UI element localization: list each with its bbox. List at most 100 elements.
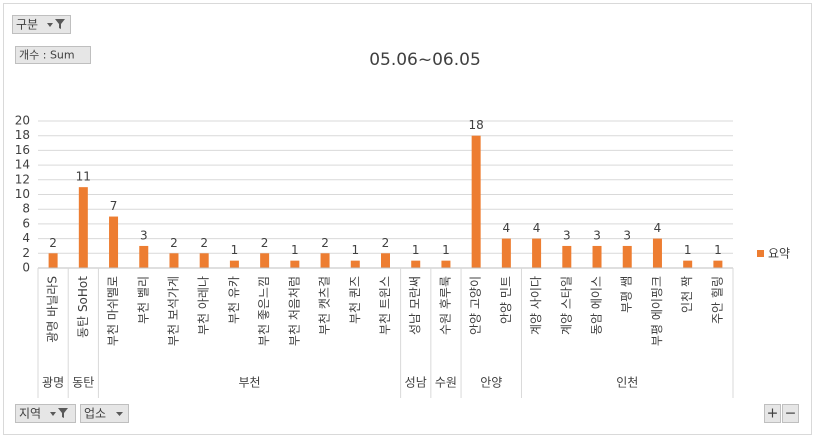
bar	[139, 245, 149, 268]
y-tick-label: 8	[22, 202, 30, 216]
button-label: 개수 : Sum	[19, 49, 75, 62]
legend-swatch	[757, 250, 764, 257]
value-label: 2	[200, 236, 208, 250]
value-label: 2	[321, 236, 329, 250]
x-tick-label: 부평 에이핑크	[650, 276, 664, 346]
filter-button[interactable]: 구분	[12, 15, 71, 34]
button-bg	[15, 46, 91, 64]
group-label: 광명	[42, 376, 64, 390]
value-label: 3	[563, 228, 571, 242]
bar	[109, 216, 119, 268]
value-label: 2	[382, 236, 390, 250]
value-label: 1	[442, 243, 450, 257]
x-tick-label: 안양 고양이	[469, 276, 483, 335]
bar	[411, 260, 421, 268]
value-label: 2	[49, 236, 57, 250]
y-tick-label: 18	[15, 128, 30, 142]
value-label: 1	[412, 243, 420, 257]
group-label: 인천	[616, 375, 638, 390]
x-tick-label: 부평 쌤	[620, 276, 634, 313]
y-tick-label: 2	[22, 246, 30, 260]
x-tick-label: 부천 마쉬멜로	[105, 276, 120, 346]
value-label: 4	[533, 221, 541, 235]
x-tick-label: 부천 캣츠걸	[317, 276, 332, 335]
value-label: 18	[469, 118, 484, 132]
x-tick-label: 부천 트윈스	[377, 276, 392, 335]
dropdown-icon	[116, 412, 123, 416]
button-label: 업소	[84, 407, 106, 421]
expand-button[interactable]: +	[764, 404, 781, 423]
x-tick-label: 부천 벨리	[135, 276, 150, 324]
group-label: 수원	[435, 376, 457, 390]
x-tick-label: 성남 모란써	[408, 276, 422, 335]
button-bg	[782, 404, 799, 423]
group-label: 동탄	[72, 376, 94, 390]
x-tick-label: 동탄 SoHot	[76, 276, 90, 338]
y-tick-label: 20	[15, 114, 30, 128]
button-label: −	[785, 406, 797, 422]
x-tick-label: 수원 후루룩	[438, 276, 452, 335]
filter-icon	[47, 19, 65, 29]
x-tick-label: 광명 바닐라S	[46, 276, 60, 343]
bar	[713, 260, 723, 268]
value-label: 1	[684, 243, 692, 257]
value-label: 11	[76, 170, 91, 184]
bar	[381, 253, 390, 268]
chart-title: 05.06~06.05	[369, 50, 481, 70]
value-label: 1	[231, 243, 239, 257]
bar	[622, 245, 632, 268]
axis-field-button[interactable]: 업소	[80, 404, 129, 423]
collapse-button[interactable]: −	[782, 404, 799, 423]
bar	[532, 238, 542, 268]
bar	[683, 260, 693, 268]
legend-label: 요약	[768, 246, 790, 261]
bar	[260, 253, 270, 268]
button-bg	[764, 404, 781, 423]
button-bg	[80, 404, 129, 423]
group-label: 안양	[480, 376, 502, 390]
value-label: 3	[593, 228, 601, 242]
bar	[48, 253, 58, 268]
y-tick-label: 0	[22, 261, 30, 275]
y-tick-label: 4	[22, 231, 30, 245]
bar	[562, 245, 572, 268]
x-tick-label: 부천 좋은느낌	[256, 276, 271, 346]
bar	[471, 135, 481, 268]
x-tick-label: 계양 사이다	[529, 276, 543, 335]
y-tick-label: 12	[15, 172, 30, 186]
x-tick-label: 동암 에이스	[590, 276, 604, 335]
button-label: 지역	[19, 407, 41, 421]
bar	[290, 260, 300, 268]
bar	[441, 260, 451, 268]
x-tick-label: 계양 스타일	[559, 276, 573, 335]
button-label: +	[767, 406, 779, 422]
y-tick-label: 6	[22, 216, 30, 230]
value-label: 4	[654, 221, 662, 235]
bar	[320, 253, 330, 268]
group-label: 부천	[238, 375, 260, 390]
value-label: 7	[110, 199, 118, 213]
value-label: 1	[351, 243, 359, 257]
x-tick-label: 주안 힐링	[710, 276, 724, 324]
y-tick-label: 10	[15, 187, 30, 201]
bar	[592, 245, 602, 268]
axis-field-button[interactable]: 지역	[15, 404, 76, 423]
value-label: 2	[170, 236, 178, 250]
filter-icon	[50, 408, 68, 418]
value-label: 3	[140, 228, 148, 242]
value-field-button[interactable]: 개수 : Sum	[15, 46, 91, 64]
chart-frame	[3, 3, 812, 435]
y-tick-label: 16	[15, 143, 30, 157]
button-label: 구분	[16, 18, 38, 32]
x-tick-label: 부천 아레나	[196, 276, 211, 335]
value-label: 2	[261, 236, 269, 250]
x-tick-label: 안양 민트	[499, 276, 513, 324]
x-tick-label: 부천 퀸즈	[347, 276, 362, 324]
y-tick-label: 14	[15, 158, 30, 172]
value-label: 3	[623, 228, 631, 242]
x-tick-label: 부천 처음처럼	[286, 276, 301, 346]
bar	[78, 187, 88, 268]
bar	[169, 253, 179, 268]
value-label: 1	[291, 243, 299, 257]
